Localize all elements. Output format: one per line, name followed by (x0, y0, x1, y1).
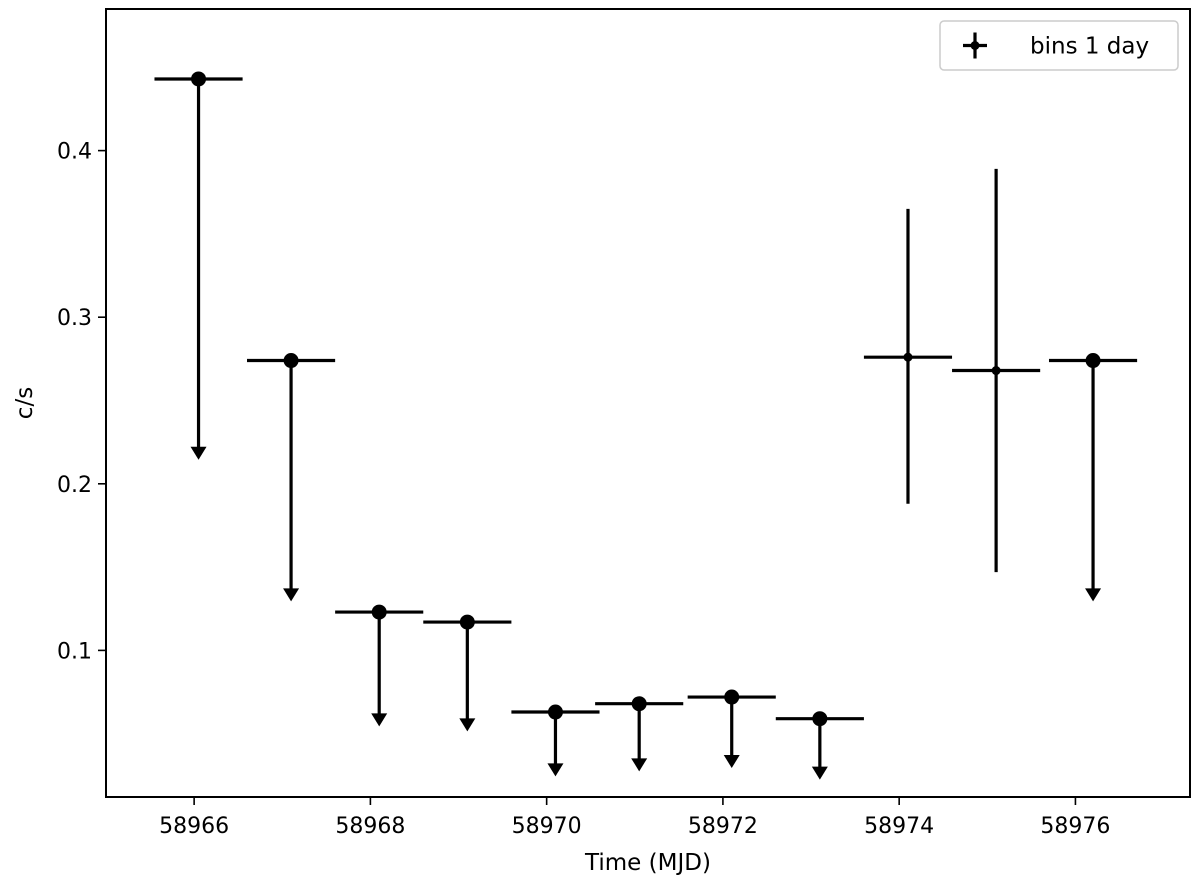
y-axis-ticks: 0.1 0.2 0.3 0.4 (57, 140, 106, 664)
upper-limit-arrowhead (283, 588, 300, 602)
legend-marker-icon (963, 32, 987, 59)
upper-limit-arrowhead (631, 758, 648, 772)
upper-limit-point (247, 353, 336, 602)
legend-box (939, 20, 1179, 71)
x-tick-label: 58968 (335, 814, 405, 839)
data-marker (631, 696, 647, 712)
detection-point (952, 168, 1041, 573)
upper-limit-arrowhead (371, 713, 388, 727)
legend-entry-label: bins 1 day (1030, 34, 1149, 60)
data-marker (371, 604, 387, 620)
data-marker (991, 366, 1001, 376)
y-tick-label: 0.2 (57, 473, 92, 498)
upper-limit-point (595, 696, 684, 772)
legend-dot (970, 41, 980, 50)
data-marker (724, 689, 740, 705)
upper-limit-arrowhead (459, 718, 476, 732)
data-marker (547, 704, 563, 720)
upper-limit-point (687, 689, 776, 769)
data-marks (154, 71, 1138, 780)
y-tick-label: 0.4 (57, 140, 92, 165)
y-tick-label: 0.3 (57, 306, 92, 331)
upper-limit-point (775, 711, 864, 780)
data-marker (1085, 353, 1101, 369)
upper-limit-point (335, 604, 424, 727)
data-marker (812, 711, 828, 727)
data-marker (459, 614, 475, 630)
data-marker (283, 353, 299, 369)
x-tick-label: 58966 (159, 814, 229, 839)
detection-point (863, 208, 953, 504)
upper-limit-point (154, 71, 243, 460)
x-axis-ticks: 58966 58968 58970 58972 58974 58976 (159, 797, 1110, 839)
x-tick-label: 58972 (688, 814, 758, 839)
x-axis-label: Time (MJD) (584, 850, 711, 876)
data-marker (903, 352, 913, 362)
upper-limit-point (423, 614, 512, 732)
data-marker (191, 71, 207, 87)
legend: bins 1 day (939, 20, 1179, 71)
x-tick-label: 58974 (864, 814, 934, 839)
x-tick-label: 58970 (512, 814, 582, 839)
x-tick-label: 58976 (1040, 814, 1110, 839)
upper-limit-arrowhead (190, 446, 207, 460)
upper-limit-arrowhead (723, 755, 740, 769)
upper-limit-arrowhead (547, 763, 564, 777)
upper-limit-point (511, 704, 600, 777)
y-tick-label: 0.1 (57, 639, 92, 664)
upper-limit-arrowhead (811, 766, 828, 780)
y-axis-label: c/s (12, 387, 38, 419)
upper-limit-point (1048, 353, 1138, 602)
plot-frame (105, 8, 1191, 798)
upper-limit-arrowhead (1085, 588, 1102, 602)
